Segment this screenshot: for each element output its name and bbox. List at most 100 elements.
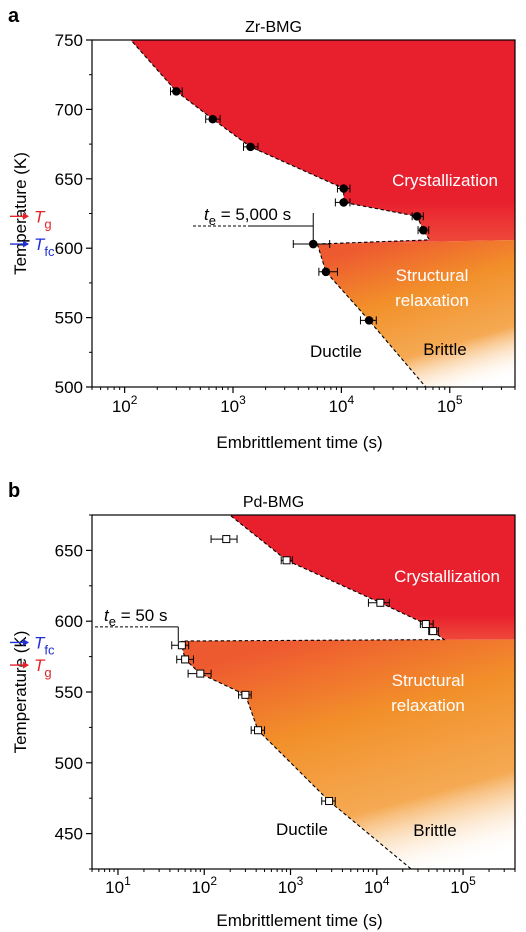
marker-arrowhead-g [23,212,29,220]
marker-label-fc: Tfc [34,235,55,259]
point-marker [412,211,422,221]
point-marker [429,627,438,636]
data-point [417,225,430,235]
crystallization-region [130,40,515,244]
data-point [336,184,351,193]
x-tick-base: 10 [112,397,131,416]
x-tick-exponent: 5 [469,874,476,888]
data-point [171,641,190,650]
marker-subscript: g [44,216,51,231]
y-axis-label: Temperature (K) [11,152,30,275]
y-tick-label: 750 [55,31,83,50]
te-subscript: e [209,213,216,228]
y-tick-label: 550 [55,309,83,328]
x-axis-label: Embrittlement time (s) [216,911,382,930]
chart-title: Zr-BMG [245,19,302,36]
relaxation-label-line2: relaxation [395,291,469,310]
plot-area [181,515,515,869]
lower-boundary-line [316,243,427,387]
data-point [187,669,212,678]
data-point [210,535,238,544]
marker-arrowhead-fc [23,240,29,248]
x-tick-exponent: 2 [210,874,217,888]
x-tick-label: 103 [278,874,304,897]
crystallization-label: Crystallization [392,171,498,190]
te-symbol: t [204,205,210,224]
data-point [321,797,336,806]
panel-letter: a [8,5,20,27]
marker-arrowhead-fc [23,638,29,646]
marker-subscript: fc [44,642,55,657]
point-marker [376,598,385,607]
marker-subscript: g [44,665,51,680]
x-axis-label: Embrittlement time (s) [216,433,382,452]
point-marker [321,267,331,277]
point-marker [241,690,250,699]
point-marker [177,641,186,650]
ductile-label: Ductile [276,820,328,839]
point-marker [254,726,263,735]
point-marker [339,184,348,193]
relaxation-region [317,240,515,387]
te-label: te = 50 s [104,606,167,629]
y-tick-label: 500 [55,378,83,397]
y-tick-label: 650 [55,541,83,560]
data-point [334,198,351,207]
x-tick-label: 105 [437,393,463,416]
brittle-label: Brittle [413,821,456,840]
x-tick-label: 102 [191,874,217,897]
x-tick-exponent: 5 [456,393,463,407]
x-tick-base: 10 [105,878,124,897]
data-point [280,556,293,565]
plot-area [130,40,515,387]
x-tick-label: 101 [105,874,131,897]
point-marker [172,87,181,96]
point-marker [421,620,430,629]
data-point [250,726,266,735]
y-tick-label: 600 [55,612,83,631]
x-tick-label: 103 [220,393,246,416]
point-marker [196,669,205,678]
y-tick-label: 600 [55,239,83,258]
x-tick-base: 10 [450,878,469,897]
y-tick-label: 700 [55,100,83,119]
data-point [428,627,440,636]
x-tick-label: 104 [329,393,355,416]
data-point [243,142,259,152]
point-marker [222,535,231,544]
crystallization-region [181,515,515,641]
point-marker [339,198,348,207]
x-tick-exponent: 3 [239,393,246,407]
marker-label-fc: Tfc [34,633,55,657]
y-tick-label: 450 [55,825,83,844]
marker-symbol: T [34,207,46,226]
point-marker [208,114,218,124]
x-tick-exponent: 3 [297,874,304,888]
relaxation-label-line1: Structural [396,266,469,285]
marker-symbol: T [34,633,46,652]
marker-symbol: T [34,235,46,254]
data-point [411,211,424,221]
data-point [176,655,194,664]
x-tick-exponent: 1 [124,874,131,888]
y-tick-label: 650 [55,170,83,189]
data-point [318,267,338,277]
marker-label-g: Tg [34,207,52,231]
ductile-label: Ductile [310,342,362,361]
x-tick-base: 10 [191,878,210,897]
te-subscript: e [109,614,116,629]
x-tick-label: 102 [112,393,138,416]
y-axis-label: Temperature (K) [11,631,30,754]
point-marker [282,556,291,565]
point-marker [246,142,255,152]
y-tick-label: 500 [55,754,83,773]
chart-title: Pd-BMG [243,494,304,511]
data-point [205,114,221,124]
brittle-label: Brittle [423,340,466,359]
relaxation-label-line1: Structural [392,671,465,690]
te-label: te = 5,000 s [204,205,291,228]
point-marker [364,316,374,325]
